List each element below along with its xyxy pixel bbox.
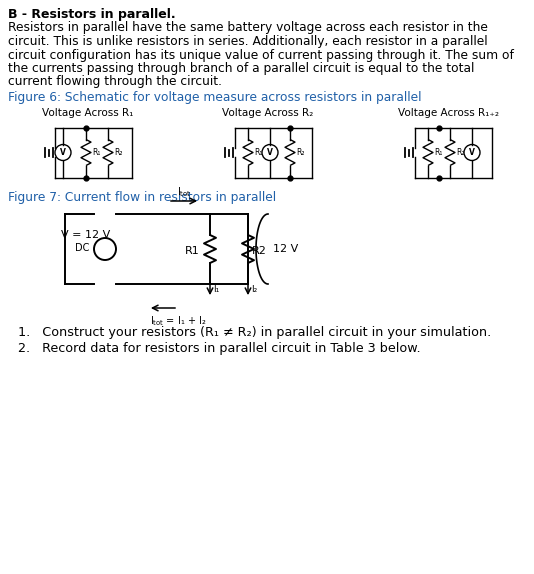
Text: R₁: R₁: [92, 148, 100, 157]
Text: 2.   Record data for resistors in parallel circuit in Table 3 below.: 2. Record data for resistors in parallel…: [18, 342, 421, 355]
Text: V: V: [469, 148, 475, 157]
Text: V = 12 V: V = 12 V: [61, 230, 110, 240]
Text: circuit. This is unlike resistors in series. Additionally, each resistor in a pa: circuit. This is unlike resistors in ser…: [8, 35, 488, 48]
Text: R1: R1: [185, 246, 200, 256]
Text: R₂: R₂: [296, 148, 304, 157]
Text: I₁: I₁: [213, 285, 219, 293]
Text: I₂: I₂: [251, 285, 257, 293]
Text: V: V: [267, 148, 273, 157]
Text: V: V: [60, 148, 66, 157]
Text: 1.   Construct your resistors (R₁ ≠ R₂) in parallel circuit in your simulation.: 1. Construct your resistors (R₁ ≠ R₂) in…: [18, 326, 491, 339]
Text: Voltage Across R₂: Voltage Across R₂: [222, 108, 313, 118]
Text: Voltage Across R₁: Voltage Across R₁: [42, 108, 134, 118]
Text: circuit configuration has its unique value of current passing through it. The su: circuit configuration has its unique val…: [8, 48, 514, 61]
Text: I$_\mathregular{tot}$ = I₁ + I₂: I$_\mathregular{tot}$ = I₁ + I₂: [150, 314, 207, 328]
Text: Figure 6: Schematic for voltage measure across resistors in parallel: Figure 6: Schematic for voltage measure …: [8, 91, 421, 104]
Text: the currents passing through branch of a parallel circuit is equal to the total: the currents passing through branch of a…: [8, 62, 474, 75]
Text: R₁: R₁: [434, 148, 442, 157]
Text: I$_\mathregular{tot}$: I$_\mathregular{tot}$: [177, 185, 191, 199]
Text: Voltage Across R₁₊₂: Voltage Across R₁₊₂: [397, 108, 499, 118]
Text: R2: R2: [252, 246, 267, 256]
Text: Figure 7: Current flow in resistors in parallel: Figure 7: Current flow in resistors in p…: [8, 191, 276, 204]
Text: 12 V: 12 V: [273, 244, 299, 254]
Text: current flowing through the circuit.: current flowing through the circuit.: [8, 76, 222, 88]
Text: R₂: R₂: [114, 148, 122, 157]
Text: Resistors in parallel have the same battery voltage across each resistor in the: Resistors in parallel have the same batt…: [8, 21, 488, 34]
Text: DC: DC: [75, 243, 89, 253]
Text: R₂: R₂: [456, 148, 465, 157]
Text: B - Resistors in parallel.: B - Resistors in parallel.: [8, 8, 176, 21]
Text: R₁: R₁: [254, 148, 262, 157]
